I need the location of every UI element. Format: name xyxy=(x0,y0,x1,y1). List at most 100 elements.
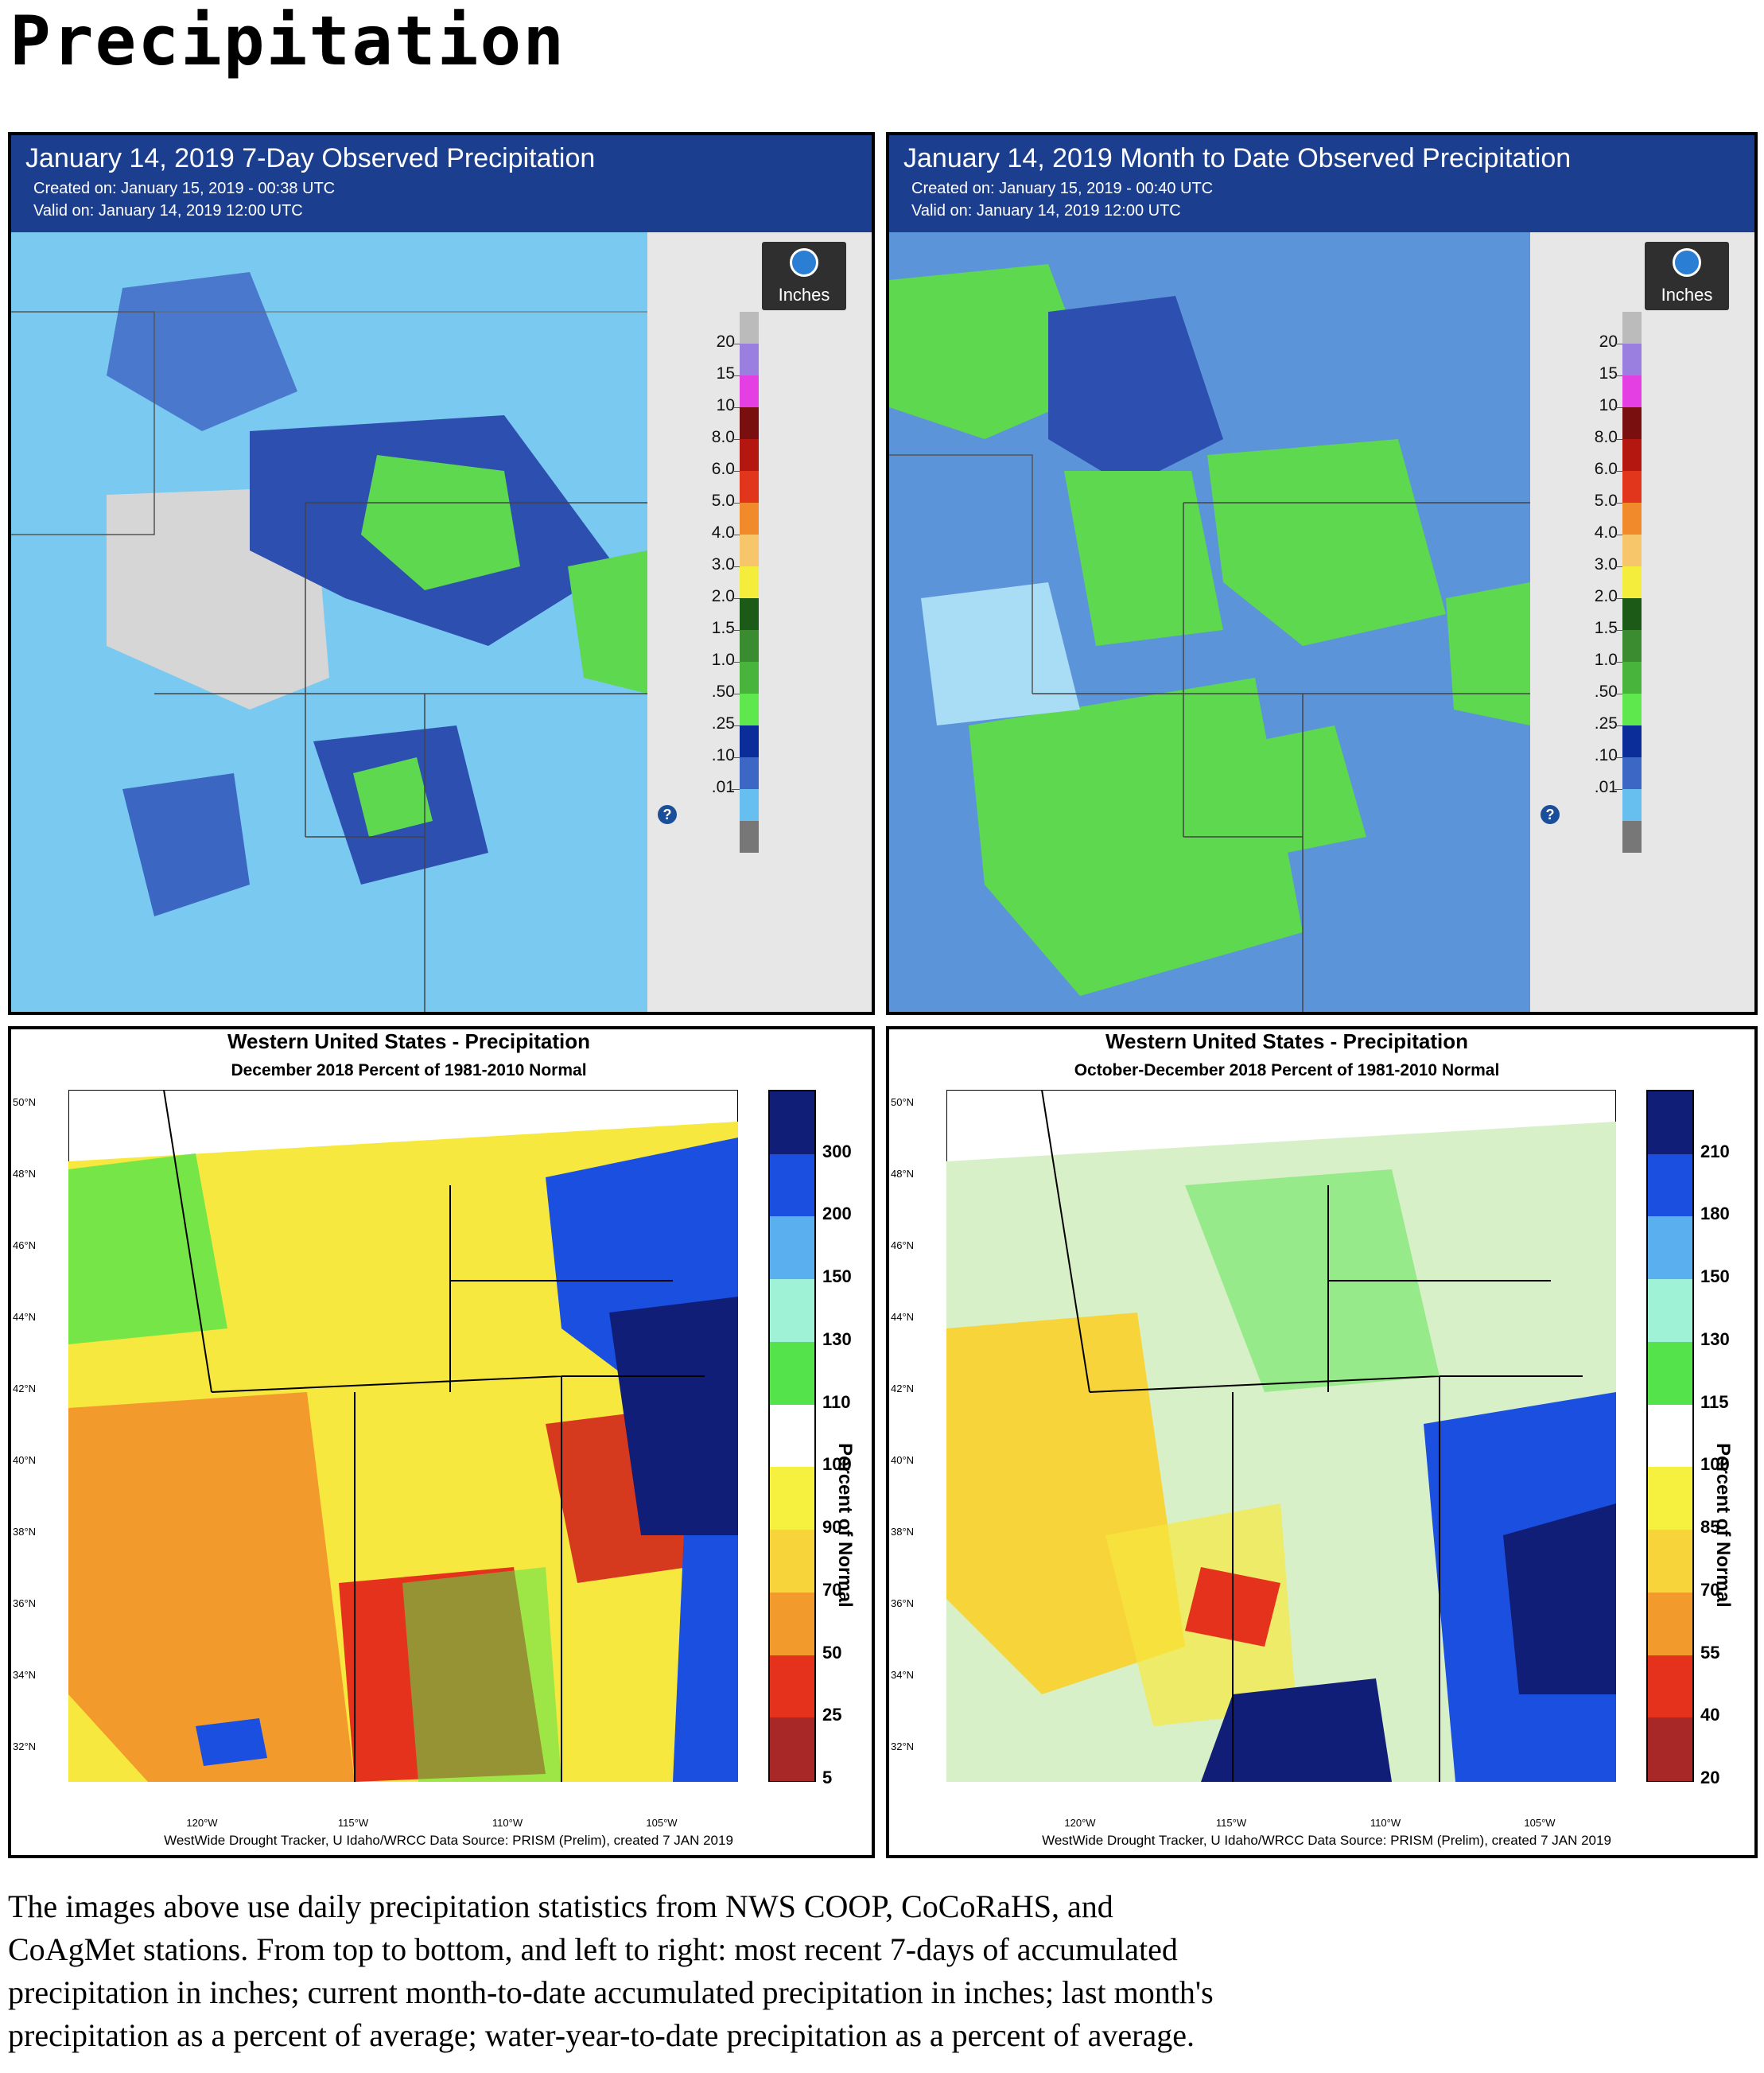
legend-label: 8.0 xyxy=(1594,428,1618,446)
colorbar-label: 100 xyxy=(1700,1454,1730,1475)
legend-swatch xyxy=(740,789,759,821)
lon-label: 105°W xyxy=(1524,1817,1556,1829)
legend-label: 8.0 xyxy=(711,428,735,446)
colorbar-swatch xyxy=(1648,1592,1692,1656)
wrcc-december-panel: Western United States - Precipitation De… xyxy=(8,1026,875,1858)
caption: The images above use daily precipitation… xyxy=(8,1885,1758,2057)
lat-label: 34°N xyxy=(13,1669,37,1681)
lat-label: 42°N xyxy=(13,1383,37,1394)
panel-title: Western United States - Precipitation xyxy=(1105,1029,1469,1053)
lon-label: 110°W xyxy=(492,1817,523,1829)
legend-step: 6.0 xyxy=(1530,460,1642,503)
legend-step: 1.5 xyxy=(1530,619,1642,662)
lat-label: 40°N xyxy=(891,1454,915,1466)
legend-step: 3.0 xyxy=(1530,555,1642,598)
lat-label: 36°N xyxy=(13,1597,37,1609)
legend-label: .25 xyxy=(711,714,735,733)
colorbar-label: 20 xyxy=(1700,1768,1720,1787)
legend-swatch xyxy=(1622,375,1642,407)
colorbar-title: Percent of Normal xyxy=(1712,1443,1734,1608)
lat-label: 46°N xyxy=(13,1239,37,1251)
colorbar-label: 200 xyxy=(822,1204,852,1224)
legend-swatch xyxy=(1622,757,1642,789)
colorbar-label: 115 xyxy=(1700,1391,1729,1412)
lon-label: 120°W xyxy=(186,1817,218,1829)
colorbar-swatch xyxy=(1648,1153,1692,1218)
legend-label: 1.0 xyxy=(711,651,735,669)
legend-swatch xyxy=(1622,344,1642,375)
legend-swatch xyxy=(1622,439,1642,471)
legend-label: 1.5 xyxy=(711,619,735,637)
legend-step: 6.0 xyxy=(647,460,759,503)
colorbar-swatch xyxy=(770,1153,814,1218)
legend-label: 15 xyxy=(716,364,735,383)
question-icon[interactable]: ? xyxy=(1541,805,1560,824)
legend-label: 5.0 xyxy=(711,492,735,510)
legend-swatch xyxy=(740,439,759,471)
legend-tick xyxy=(1614,757,1626,758)
question-icon[interactable]: ? xyxy=(658,805,677,824)
legend-tick xyxy=(1614,662,1626,663)
legend-label: 6.0 xyxy=(711,460,735,478)
legend-step: 1.0 xyxy=(647,651,759,694)
colorbar-swatch xyxy=(770,1216,814,1281)
legend-swatch xyxy=(740,312,759,344)
colorbar-label: 70 xyxy=(1700,1579,1720,1600)
legend-step: .25 xyxy=(1530,714,1642,757)
lat-label: 38°N xyxy=(891,1526,915,1538)
legend-step: 8.0 xyxy=(1530,428,1642,471)
colorbar xyxy=(1646,1090,1694,1782)
legend-tick xyxy=(1614,503,1626,504)
legend-tick xyxy=(732,439,743,440)
legend-swatch xyxy=(740,407,759,439)
colorbar-label: 100 xyxy=(822,1454,852,1475)
legend-tick xyxy=(1614,439,1626,440)
colorbar-swatch xyxy=(770,1655,814,1719)
legend-tick xyxy=(732,471,743,472)
legend-label: 1.5 xyxy=(1594,619,1618,637)
legend-step: 4.0 xyxy=(647,523,759,566)
colorbar-label: 210 xyxy=(1700,1141,1730,1161)
legend-swatch xyxy=(1622,598,1642,630)
wrcc-octdec-panel: Western United States - Precipitation Oc… xyxy=(886,1026,1758,1858)
noaa-logo-icon xyxy=(1673,248,1701,277)
legend-swatch xyxy=(740,725,759,757)
colorbar-swatch xyxy=(1648,1216,1692,1281)
panel-subtitle: December 2018 Percent of 1981-2010 Norma… xyxy=(231,1061,587,1079)
legend-swatch xyxy=(740,344,759,375)
colorbar-label: 40 xyxy=(1700,1705,1720,1725)
legend-swatch xyxy=(740,471,759,503)
legend-step: 10 xyxy=(647,396,759,439)
percent-normal-map-dec xyxy=(68,1090,738,1782)
panel-subtitle: October-December 2018 Percent of 1981-20… xyxy=(1074,1061,1500,1079)
legend-swatch xyxy=(740,821,759,853)
colorbar-swatch xyxy=(1648,1717,1692,1781)
legend-step: .01 xyxy=(1530,778,1642,821)
caption-line: precipitation as a percent of average; w… xyxy=(8,2017,1195,2053)
legend-step: 10 xyxy=(1530,396,1642,439)
legend-swatch xyxy=(740,630,759,662)
caption-line: CoAgMet stations. From top to bottom, an… xyxy=(8,1931,1178,1967)
legend-units: Inches xyxy=(1661,285,1713,305)
lat-label: 50°N xyxy=(891,1096,915,1108)
noaa-badge: Inches xyxy=(762,242,846,310)
created-date: Created on: January 15, 2019 - 00:38 UTC xyxy=(33,180,336,197)
legend-step: .25 xyxy=(647,714,759,757)
legend-label: .50 xyxy=(1594,683,1618,701)
colorbar-label: 70 xyxy=(822,1579,842,1600)
colorbar-label: 55 xyxy=(1700,1642,1720,1663)
legend-label: 20 xyxy=(716,333,735,351)
colorbar-label: 300 xyxy=(822,1141,852,1161)
legend-tick xyxy=(1614,407,1626,408)
legend-tick xyxy=(1614,630,1626,631)
legend-tick xyxy=(1614,598,1626,599)
colorbar-swatch xyxy=(1648,1404,1692,1468)
lat-label: 46°N xyxy=(891,1239,915,1251)
lon-label: 115°W xyxy=(337,1817,369,1829)
valid-date: Valid on: January 14, 2019 12:00 UTC xyxy=(33,202,303,220)
colorbar-swatch xyxy=(770,1404,814,1468)
legend-tick xyxy=(1614,725,1626,726)
lat-label: 40°N xyxy=(13,1454,37,1466)
panel-header: January 14, 2019 7-Day Observed Precipit… xyxy=(11,135,872,232)
legend-tick xyxy=(1614,789,1626,790)
